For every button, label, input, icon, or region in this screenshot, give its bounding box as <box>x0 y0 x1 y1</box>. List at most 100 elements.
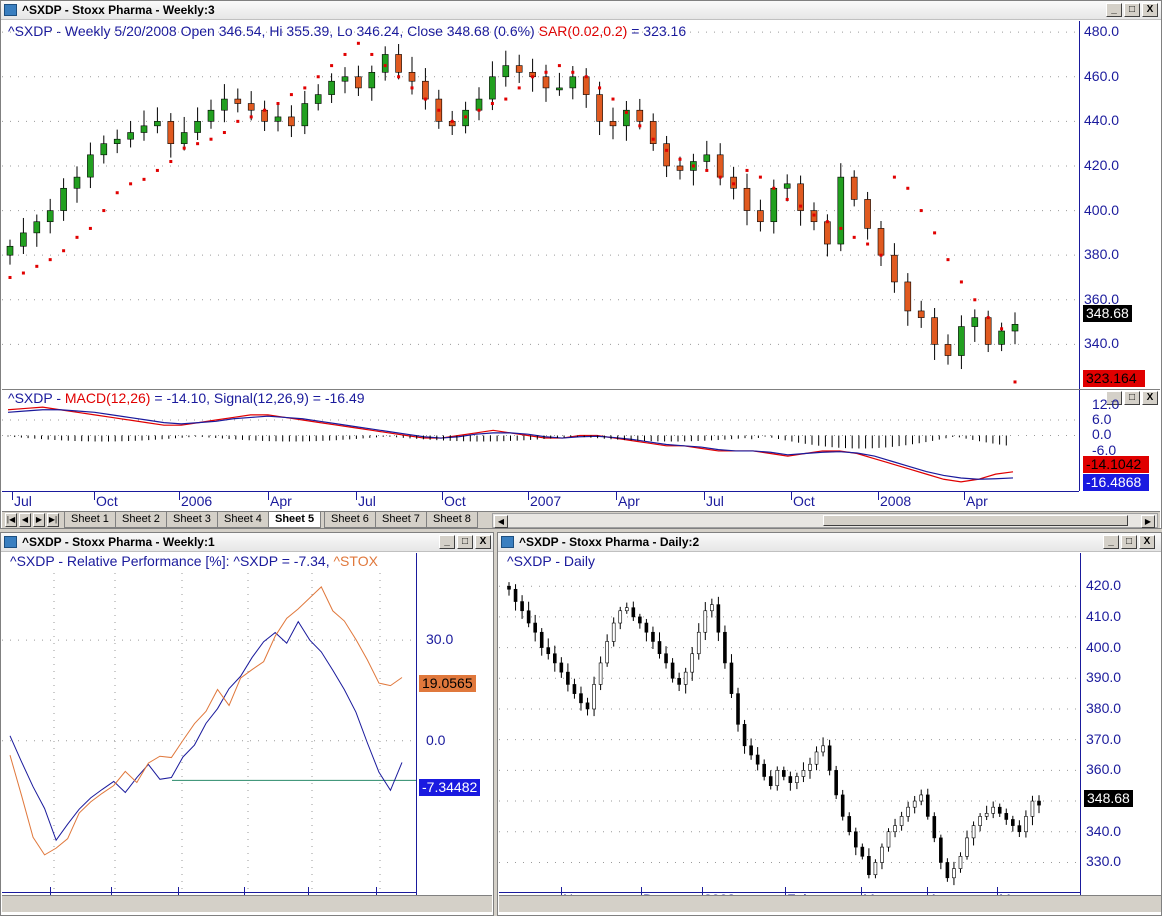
main-window-titlebar[interactable]: ^SXDP - Stoxx Pharma - Weekly:3 _ □ X <box>1 1 1161 20</box>
first-sheet-button[interactable]: |◀ <box>5 513 17 527</box>
relative-window-titlebar[interactable]: ^SXDP - Stoxx Pharma - Weekly:1 _ □ X <box>1 533 493 552</box>
price-candle <box>234 88 242 113</box>
minimize-button[interactable]: _ <box>439 535 455 549</box>
relative-tab-bar[interactable] <box>2 895 492 912</box>
candle-body <box>1030 800 1035 817</box>
sar-dot <box>959 280 963 284</box>
macd-pane[interactable]: ^SXDP - MACD(12,26) = -14.10, Signal(12,… <box>2 390 1160 491</box>
candle-body <box>328 80 335 95</box>
last-sheet-button[interactable]: ▶| <box>47 513 59 527</box>
candle-body <box>797 183 804 211</box>
candle-body <box>1024 816 1028 833</box>
restore-button[interactable]: □ <box>457 535 473 549</box>
close-button[interactable]: X <box>475 535 491 549</box>
daily-y-tick: 370.0 <box>1086 730 1122 747</box>
daily-candle <box>539 628 544 656</box>
candle-body <box>997 806 1002 814</box>
chart-window-icon <box>4 536 17 548</box>
price-pane[interactable]: ^SXDP - Weekly 5/20/2008 Open 346.54, Hi… <box>2 21 1160 389</box>
daily-candle <box>592 676 596 717</box>
daily-candle <box>932 812 937 843</box>
minimize-button[interactable]: _ <box>1106 3 1122 17</box>
sheet-tab-4[interactable]: Sheet 4 <box>217 512 269 528</box>
sheet-tab-8[interactable]: Sheet 8 <box>426 512 478 528</box>
relative-performance-window[interactable]: ^SXDP - Stoxx Pharma - Weekly:1 _ □ X ^S… <box>0 532 494 916</box>
price-candle <box>100 135 108 164</box>
price-candle <box>1011 312 1019 345</box>
daily-candle <box>513 584 518 611</box>
macd-pane-minimize-button[interactable]: _ <box>1106 391 1122 405</box>
sar-dot <box>209 137 213 141</box>
scroll-thumb[interactable] <box>823 515 1128 526</box>
candle-body <box>167 121 175 144</box>
restore-button[interactable]: □ <box>1124 3 1140 17</box>
daily-candle <box>984 805 989 821</box>
sheet-tab-2[interactable]: Sheet 2 <box>115 512 167 528</box>
candle-body <box>301 103 309 127</box>
candle-body <box>422 80 429 100</box>
sar-dot <box>263 108 267 112</box>
candle-body <box>867 856 871 876</box>
candle-body <box>60 187 67 211</box>
macd-y-tick: 6.0 <box>1092 411 1112 428</box>
sheet-tab-7[interactable]: Sheet 7 <box>375 512 427 528</box>
candle-body <box>743 187 751 211</box>
candle-body <box>703 610 708 633</box>
minimize-button[interactable]: _ <box>1103 535 1119 549</box>
sar-dot <box>423 97 427 101</box>
price-candle <box>931 308 938 360</box>
daily-window-titlebar[interactable]: ^SXDP - Stoxx Pharma - Daily:2 _ □ X <box>498 533 1161 552</box>
close-button[interactable]: X <box>1139 535 1155 549</box>
signal-line <box>7 409 1014 480</box>
macd-pane-restore-button[interactable]: □ <box>1124 391 1140 405</box>
candle-body <box>891 254 898 283</box>
candle-body <box>998 330 1005 345</box>
restore-button[interactable]: □ <box>1121 535 1137 549</box>
daily-close-tag: 348.68 <box>1084 790 1133 807</box>
candle-body <box>749 745 753 756</box>
daily-candle <box>710 598 714 618</box>
candle-body <box>939 837 943 863</box>
relative-x-tick-mark <box>244 887 245 895</box>
candle-body <box>609 121 617 127</box>
candle-body <box>782 770 786 777</box>
candle-body <box>553 653 557 664</box>
daily-tab-bar[interactable] <box>499 895 1161 912</box>
sheet-tab-bar[interactable]: |◀ ◀ ▶ ▶| Sheet 1 Sheet 2 Sheet 3 Sheet 4 Sh… <box>2 511 1160 528</box>
sar-dot <box>289 93 293 97</box>
sar-dot <box>222 131 226 135</box>
sheet-tab-1[interactable]: Sheet 1 <box>64 512 116 528</box>
daily-candle <box>716 596 721 642</box>
macd-y-tick: 12.0 <box>1092 395 1120 412</box>
sar-dot <box>758 175 762 179</box>
daily-chart-window[interactable]: ^SXDP - Stoxx Pharma - Daily:2 _ □ X ^SX… <box>497 532 1162 916</box>
candle-body <box>958 326 965 356</box>
signal-value-tag: -16.4868 <box>1083 474 1149 491</box>
candle-body <box>723 631 727 664</box>
scroll-right-arrow[interactable]: ▶ <box>1141 515 1155 528</box>
candle-body <box>768 776 773 787</box>
main-chart-window[interactable]: ^SXDP - Stoxx Pharma - Weekly:3 _ □ X ^S… <box>0 0 1162 529</box>
prev-sheet-button[interactable]: ◀ <box>19 513 31 527</box>
close-button[interactable]: X <box>1142 3 1158 17</box>
price-candle <box>998 322 1005 352</box>
next-sheet-button[interactable]: ▶ <box>33 513 45 527</box>
sheet-tab-6[interactable]: Sheet 6 <box>324 512 376 528</box>
price-candle <box>422 68 429 110</box>
sheet-tab-5[interactable]: Sheet 5 <box>268 512 322 528</box>
relative-chart <box>2 573 416 892</box>
x-axis-label: Apr <box>966 493 988 509</box>
daily-pane[interactable]: ^SXDP - Daily 420.0 410.0 400.0 390.0 380.0 3… <box>499 553 1161 907</box>
main-horizontal-scrollbar[interactable]: ◀ ▶ <box>492 513 1158 528</box>
candle-body <box>526 610 531 624</box>
scroll-left-arrow[interactable]: ◀ <box>494 515 508 528</box>
sar-legend-label: SAR(0.02,0.2) <box>538 23 628 39</box>
sheet-tab-3[interactable]: Sheet 3 <box>166 512 218 528</box>
price-candle <box>783 174 791 202</box>
sar-dot <box>450 119 454 123</box>
sar-dot <box>946 258 950 262</box>
relative-pane[interactable]: ^SXDP - Relative Performance [%]: ^SXDP … <box>2 553 492 909</box>
candle-body <box>904 281 912 312</box>
macd-pane-close-button[interactable]: X <box>1142 391 1158 405</box>
daily-candle <box>677 672 681 692</box>
